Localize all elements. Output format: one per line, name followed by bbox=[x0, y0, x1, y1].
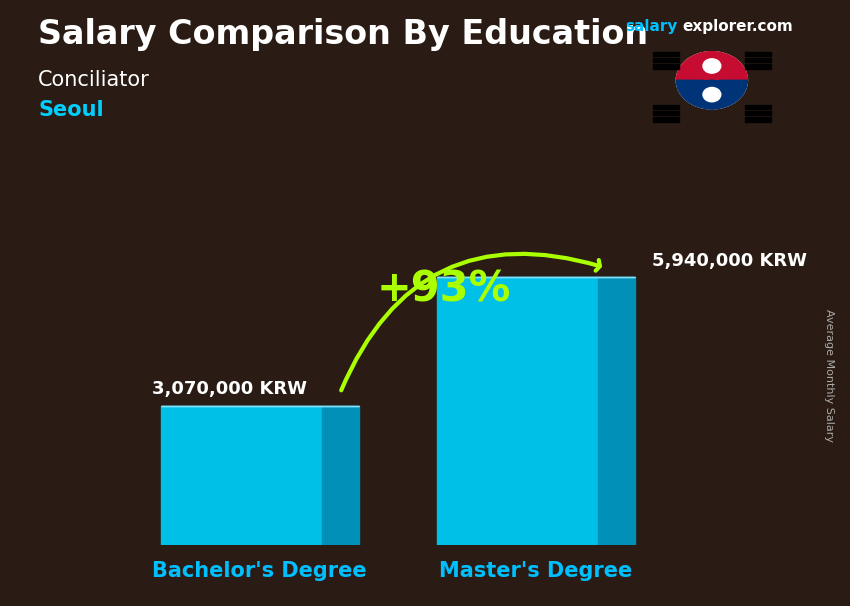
Text: Salary Comparison By Education: Salary Comparison By Education bbox=[38, 18, 649, 51]
Polygon shape bbox=[321, 407, 359, 545]
Text: +93%: +93% bbox=[377, 268, 511, 310]
Bar bbox=[653, 52, 679, 56]
Text: 3,070,000 KRW: 3,070,000 KRW bbox=[152, 381, 307, 398]
Text: Average Monthly Salary: Average Monthly Salary bbox=[824, 309, 834, 442]
Bar bbox=[653, 64, 679, 68]
Circle shape bbox=[694, 52, 729, 80]
Text: 5,940,000 KRW: 5,940,000 KRW bbox=[652, 252, 807, 270]
Bar bbox=[653, 58, 679, 62]
Text: Seoul: Seoul bbox=[38, 100, 104, 120]
Bar bbox=[653, 118, 679, 122]
Bar bbox=[745, 64, 771, 68]
Text: Bachelor's Degree: Bachelor's Degree bbox=[152, 561, 367, 581]
Wedge shape bbox=[677, 52, 747, 80]
Polygon shape bbox=[598, 276, 635, 545]
Circle shape bbox=[694, 80, 729, 109]
Text: Conciliator: Conciliator bbox=[38, 70, 150, 90]
Bar bbox=[745, 111, 771, 115]
Bar bbox=[745, 105, 771, 109]
Bar bbox=[745, 118, 771, 122]
Text: explorer.com: explorer.com bbox=[683, 19, 793, 35]
Circle shape bbox=[703, 87, 721, 102]
Text: salary: salary bbox=[625, 19, 677, 35]
Bar bbox=[437, 276, 598, 545]
Bar bbox=[745, 58, 771, 62]
Bar bbox=[653, 105, 679, 109]
Bar bbox=[161, 407, 321, 545]
Circle shape bbox=[677, 52, 747, 109]
Bar bbox=[745, 52, 771, 56]
Wedge shape bbox=[677, 80, 747, 109]
Text: Master's Degree: Master's Degree bbox=[439, 561, 632, 581]
Bar bbox=[653, 111, 679, 115]
Circle shape bbox=[703, 59, 721, 73]
